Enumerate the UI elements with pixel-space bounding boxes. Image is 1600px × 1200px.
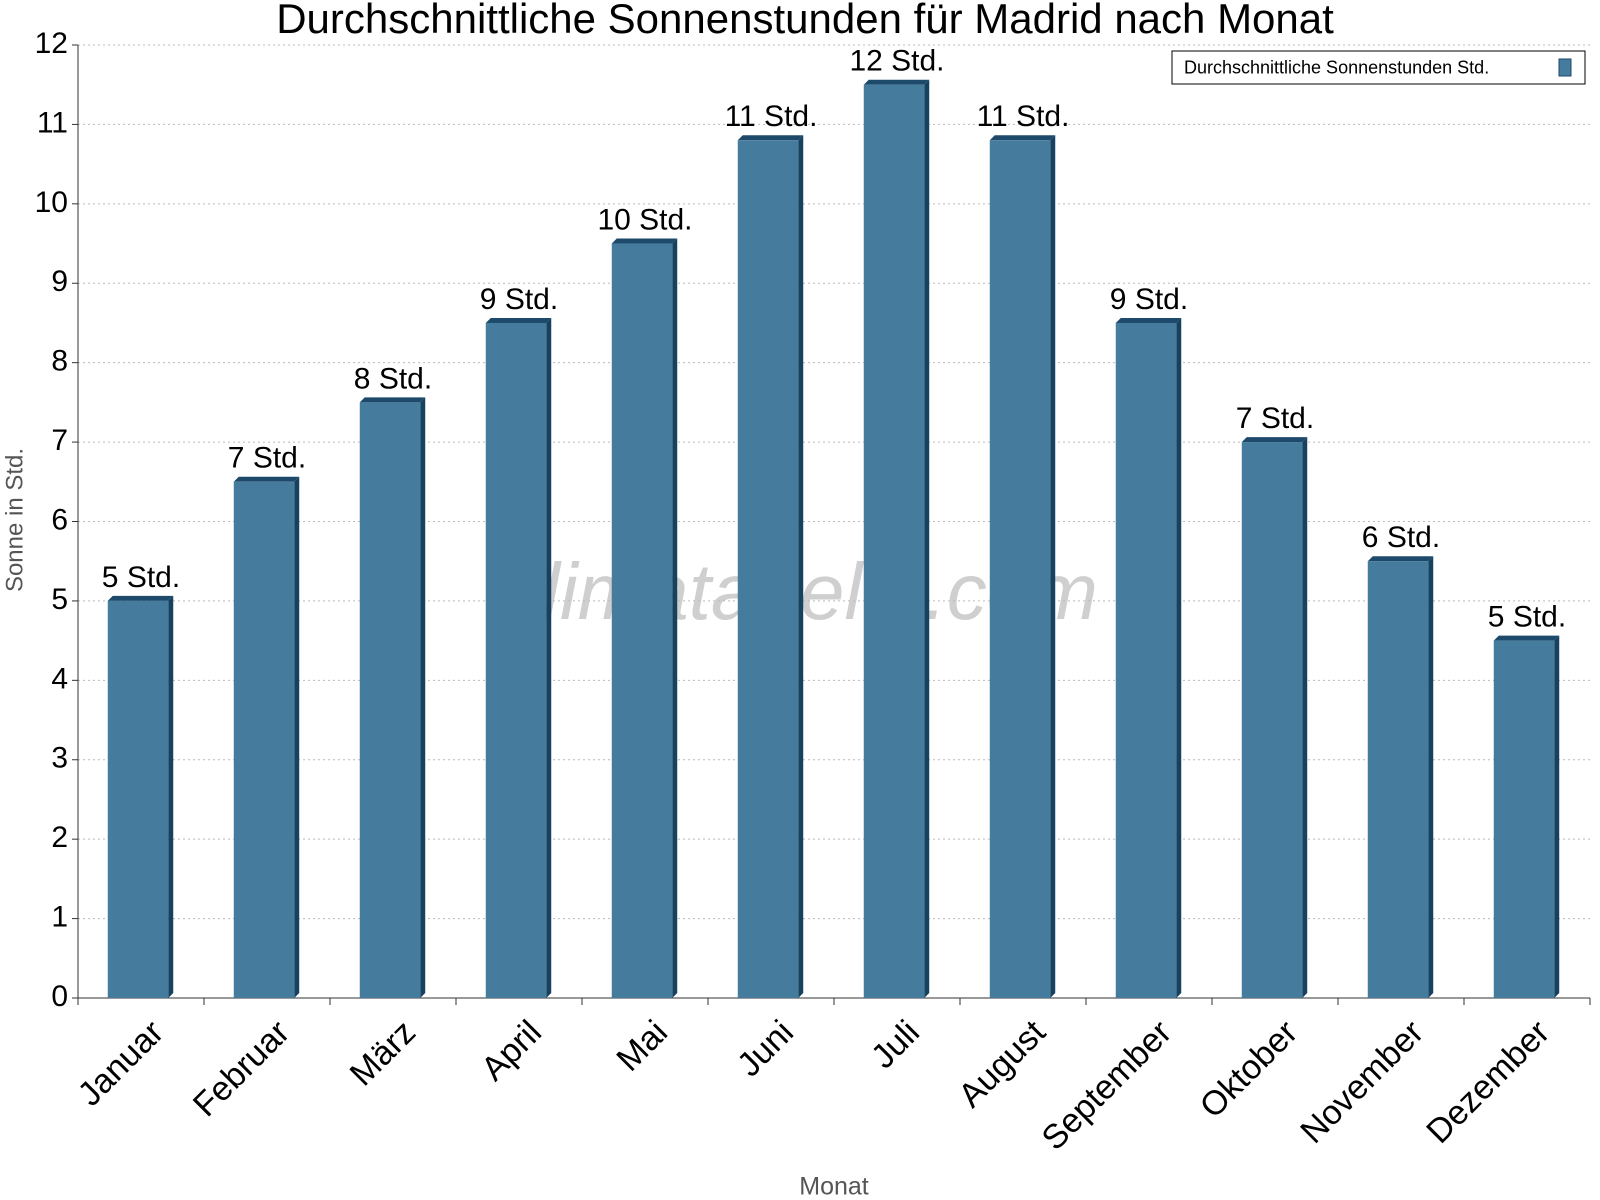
y-tick-label: 11	[37, 106, 68, 139]
bar	[1115, 322, 1177, 998]
bar-top	[737, 135, 804, 141]
bar-top	[1493, 635, 1560, 641]
x-tick-label: Juli	[864, 1013, 927, 1076]
y-tick-label: 9	[51, 265, 68, 298]
bar-side	[798, 135, 804, 999]
bar-top	[1115, 317, 1182, 323]
bar-side	[294, 476, 300, 999]
legend-box	[1171, 50, 1586, 85]
x-tick-label: Mai	[609, 1013, 675, 1079]
bar-side	[546, 317, 552, 998]
bar-top	[233, 476, 300, 482]
x-axis-label: Monat	[799, 1173, 869, 1200]
legend-swatch	[1558, 58, 1572, 77]
bar-top	[1367, 556, 1434, 562]
x-tick-label: November	[1293, 1013, 1431, 1151]
y-tick-label: 2	[51, 821, 68, 854]
bar-top	[863, 79, 930, 85]
y-tick-label: 8	[51, 345, 68, 378]
bar-side	[1302, 437, 1308, 998]
bar-side	[924, 79, 930, 999]
y-tick-label: 6	[51, 503, 68, 536]
x-tick-label: September	[1035, 1013, 1179, 1157]
x-tick-label: Oktober	[1193, 1013, 1305, 1125]
bar	[611, 243, 673, 998]
value-label: 6 Std.	[1362, 521, 1440, 554]
value-label: 11 Std.	[977, 100, 1070, 133]
bar-side	[672, 238, 678, 998]
bar	[863, 84, 925, 999]
bar-top	[107, 595, 174, 601]
y-tick-label: 3	[51, 742, 68, 775]
x-tick-label: April	[474, 1013, 549, 1088]
y-tick-label: 12	[35, 27, 68, 60]
bar-top	[611, 238, 678, 244]
y-tick-label: 10	[35, 186, 68, 219]
value-label: 11 Std.	[725, 100, 818, 133]
bar	[1493, 640, 1555, 998]
legend-label: Durchschnittliche Sonnenstunden Std.	[1184, 57, 1489, 77]
value-label: 7 Std.	[228, 442, 306, 475]
value-label: 5 Std.	[102, 561, 180, 594]
bar-side	[168, 595, 174, 998]
bar	[1367, 561, 1429, 998]
bar	[233, 481, 295, 999]
y-axis-label: Sonne in Std.	[1, 448, 28, 592]
bar	[359, 402, 421, 998]
chart-title: Durchschnittliche Sonnenstunden für Madr…	[276, 0, 1334, 42]
bar	[989, 140, 1051, 999]
x-tick-label: Dezember	[1419, 1013, 1557, 1151]
legend: Durchschnittliche Sonnenstunden Std.	[1171, 50, 1586, 85]
x-tick-label: Januar	[71, 1013, 171, 1113]
bar	[107, 600, 169, 998]
y-tick-label: 7	[51, 424, 68, 457]
bar-top	[359, 397, 426, 403]
bar-side	[1050, 135, 1056, 999]
bar-side	[1428, 556, 1434, 998]
bar-side	[1554, 635, 1560, 998]
bar-side	[420, 397, 426, 998]
y-tick-label: 1	[51, 901, 68, 934]
value-label: 5 Std.	[1488, 601, 1566, 634]
bar	[737, 140, 799, 999]
x-tick-label: Februar	[186, 1013, 297, 1124]
value-label: 7 Std.	[1236, 402, 1314, 435]
bar	[485, 322, 547, 998]
y-tick-label: 4	[51, 662, 68, 695]
y-tick-label: 5	[51, 583, 68, 616]
bar	[1241, 442, 1303, 998]
value-label: 9 Std.	[1110, 283, 1188, 316]
bar-side	[1176, 317, 1182, 998]
x-tick-label: März	[343, 1013, 423, 1093]
value-label: 9 Std.	[480, 283, 558, 316]
bar-top	[1241, 437, 1308, 443]
bar-top	[485, 317, 552, 323]
y-tick-label: 0	[51, 980, 68, 1013]
x-tick-label: August	[951, 1013, 1053, 1115]
x-tick-label: Juni	[730, 1013, 801, 1084]
value-label: 10 Std.	[597, 203, 692, 236]
value-label: 8 Std.	[354, 362, 432, 395]
bar-top	[989, 135, 1056, 141]
value-label: 12 Std.	[849, 45, 944, 78]
